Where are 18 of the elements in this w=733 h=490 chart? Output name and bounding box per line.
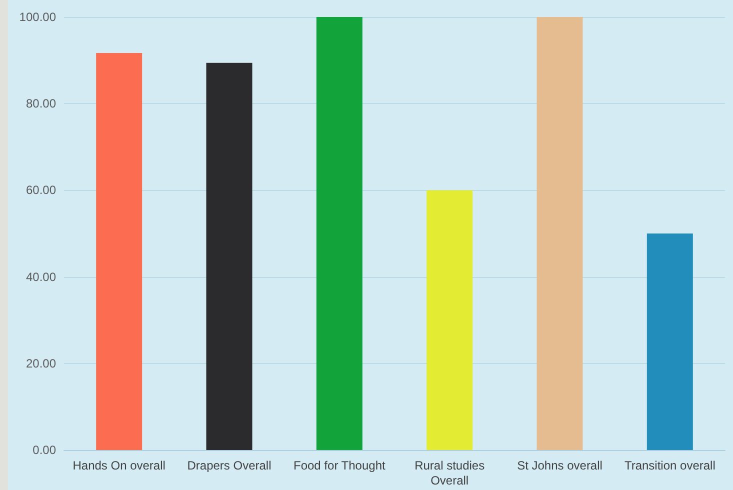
bar <box>536 17 583 450</box>
y-tick-label: 100.00 <box>19 10 56 24</box>
x-tick-label: Transition overall <box>624 458 716 472</box>
y-tick-label: 80.00 <box>26 96 56 111</box>
x-tick-label: St Johns overall <box>517 458 602 472</box>
x-tick-label: Hands On overall <box>72 458 166 472</box>
y-tick-label: 60.00 <box>26 183 56 198</box>
y-tick-label: 20.00 <box>26 356 56 370</box>
bar <box>646 234 693 450</box>
x-tick-label: Rural studies Overall <box>414 458 485 488</box>
y-tick-label: 40.00 <box>26 270 56 284</box>
x-tick-label: Drapers Overall <box>187 458 272 472</box>
bar <box>316 17 362 450</box>
bar <box>206 62 252 450</box>
x-tick-label: Food for Thought <box>293 458 386 472</box>
y-tick-label: 0.00 <box>32 443 56 457</box>
bar <box>96 52 142 450</box>
bar <box>426 190 473 450</box>
